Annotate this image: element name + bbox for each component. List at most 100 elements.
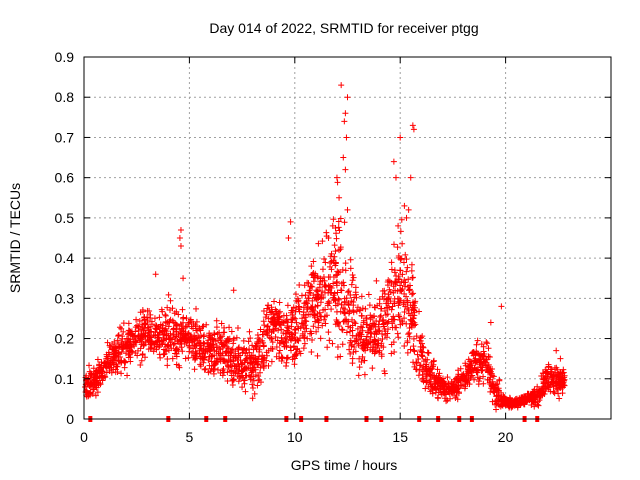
data-point: [361, 371, 368, 378]
data-point: [126, 351, 133, 358]
data-point: [174, 321, 181, 328]
data-point: [260, 364, 267, 371]
data-point: [109, 346, 116, 353]
data-point: [435, 389, 442, 396]
data-point: [390, 313, 397, 320]
data-point: [334, 300, 341, 307]
data-point: [552, 369, 559, 376]
data-point: [371, 330, 378, 337]
data-point: [124, 339, 131, 346]
data-point: [260, 342, 267, 349]
data-point: [384, 311, 391, 318]
data-point: [413, 360, 420, 367]
data-point: [343, 134, 350, 141]
data-point: [436, 370, 443, 377]
data-point: [173, 322, 180, 329]
y-tick-label: 0.5: [55, 210, 75, 226]
data-point: [268, 304, 275, 311]
y-axis-title: SRMTID / TECUs: [7, 183, 23, 293]
data-point: [397, 321, 404, 328]
data-point: [159, 308, 166, 315]
data-point: [333, 235, 340, 242]
data-point: [230, 340, 237, 347]
data-point: [493, 381, 500, 388]
data-point: [301, 328, 308, 335]
data-point: [147, 314, 154, 321]
data-point: [156, 314, 163, 321]
data-point: [283, 318, 290, 325]
data-point: [334, 320, 341, 327]
data-point: [87, 370, 94, 377]
data-point: [377, 312, 384, 319]
data-point: [319, 266, 326, 273]
data-point: [249, 381, 256, 388]
data-point: [410, 343, 417, 350]
data-point: [264, 327, 271, 334]
data-point: [453, 392, 460, 399]
data-point: [403, 293, 410, 300]
data-point: [94, 389, 101, 396]
data-point: [362, 315, 369, 322]
data-point: [339, 341, 346, 348]
data-point: [169, 317, 176, 324]
data-point: [308, 305, 315, 312]
data-point: [439, 382, 446, 389]
data-point: [192, 350, 199, 357]
data-point: [237, 352, 244, 359]
data-point: [372, 341, 379, 348]
data-point: [347, 292, 354, 298]
data-point: [133, 339, 140, 346]
data-point: [333, 174, 340, 181]
data-point: [462, 360, 469, 367]
data-point: [424, 349, 431, 356]
data-point: [471, 376, 478, 383]
data-point: [555, 390, 562, 397]
data-point: [220, 369, 227, 376]
data-point: [485, 353, 492, 360]
data-point: [314, 274, 321, 281]
data-point: [547, 381, 554, 388]
data-point: [234, 325, 241, 332]
data-point: [406, 333, 413, 340]
data-point: [94, 356, 101, 363]
data-point: [410, 314, 417, 321]
data-point: [355, 342, 362, 349]
data-point: [311, 313, 318, 320]
data-point: [336, 227, 343, 234]
data-point: [144, 336, 151, 343]
data-point: [329, 222, 336, 229]
data-point: [343, 295, 350, 302]
data-point: [288, 307, 295, 314]
data-point: [294, 336, 301, 343]
data-point: [165, 342, 172, 349]
data-point: [478, 367, 485, 374]
data-point: [246, 346, 253, 353]
data-point: [283, 363, 290, 370]
data-point: [486, 353, 493, 360]
data-point: [497, 394, 504, 401]
data-point: [419, 353, 426, 360]
data-point: [177, 226, 184, 233]
data-point: [139, 350, 146, 357]
data-point: [242, 388, 249, 395]
data-point: [388, 279, 395, 286]
data-point: [336, 296, 343, 303]
data-point: [398, 255, 405, 262]
data-point: [290, 314, 297, 321]
data-point: [291, 361, 298, 368]
data-point: [326, 300, 333, 307]
data-point: [430, 358, 437, 365]
data-point: [547, 366, 554, 373]
data-point: [274, 311, 281, 318]
data-point: [404, 264, 411, 271]
data-point: [156, 337, 163, 344]
data-point: [232, 354, 239, 361]
data-point: [337, 215, 344, 222]
data-point: [214, 366, 221, 373]
data-point: [110, 357, 117, 364]
data-point: [465, 367, 472, 374]
data-point: [441, 395, 448, 402]
data-point: [323, 312, 330, 319]
data-point: [524, 396, 531, 403]
data-point: [239, 367, 246, 374]
